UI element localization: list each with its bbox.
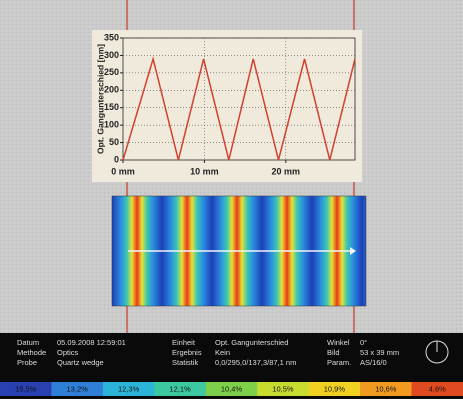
info-value: 53 x 39 mm bbox=[360, 348, 399, 357]
y-tick-label: 350 bbox=[104, 32, 119, 42]
info-value: 0,0/295,0/137,3/87,1 nm bbox=[215, 358, 296, 367]
scale-label: 12,3% bbox=[118, 384, 140, 393]
info-label: Einheit bbox=[172, 338, 196, 347]
y-tick-label: 300 bbox=[104, 50, 119, 60]
info-value: 05.09.2008 12:59:01 bbox=[57, 338, 126, 347]
scale-label: 12,1% bbox=[169, 384, 191, 393]
x-tick-label: 0 mm bbox=[111, 166, 135, 176]
y-tick-label: 100 bbox=[104, 120, 119, 130]
info-value: Optics bbox=[57, 348, 79, 357]
scale-label: 15,5% bbox=[15, 384, 37, 393]
info-value: Opt. Gangunterschied bbox=[215, 338, 288, 347]
scale-label: 13,2% bbox=[67, 384, 89, 393]
scale-label: 4,6% bbox=[429, 384, 446, 393]
info-label: Methode bbox=[17, 348, 46, 357]
info-label: Datum bbox=[17, 338, 39, 347]
y-tick-label: 200 bbox=[104, 85, 119, 95]
y-tick-label: 250 bbox=[104, 67, 119, 77]
info-label: Probe bbox=[17, 358, 37, 367]
y-tick-label: 50 bbox=[109, 137, 119, 147]
y-tick-label: 150 bbox=[104, 102, 119, 112]
info-label: Bild bbox=[327, 348, 340, 357]
info-value: 0° bbox=[360, 338, 367, 347]
scale-label: 10,6% bbox=[375, 384, 397, 393]
info-value: Kein bbox=[215, 348, 230, 357]
info-value: AS/16/0 bbox=[360, 358, 387, 367]
info-label: Ergebnis bbox=[172, 348, 202, 357]
info-label: Param. bbox=[327, 358, 351, 367]
y-axis-label: Opt. Gangunterschied [nm] bbox=[95, 44, 105, 154]
chart-panel bbox=[92, 30, 362, 182]
scale-label: 10,4% bbox=[221, 384, 243, 393]
screen: 0 50 100 150 200 250 300 350 0 mm 10 mm 20 mm Opt. … bbox=[0, 0, 463, 399]
x-tick-label: 20 mm bbox=[272, 166, 301, 176]
scale-label: 10,5% bbox=[272, 384, 294, 393]
x-tick-label: 10 mm bbox=[190, 166, 219, 176]
y-tick-label: 0 bbox=[114, 154, 119, 164]
page: 0 50 100 150 200 250 300 350 0 mm 10 mm 20 mm Opt. … bbox=[0, 0, 463, 404]
info-value: Quartz wedge bbox=[57, 358, 104, 367]
scale-label: 10,9% bbox=[324, 384, 346, 393]
info-label: Statistik bbox=[172, 358, 199, 367]
info-label: Winkel bbox=[327, 338, 350, 347]
color-scale: 15,5% 13,2% 12,3% 12,1% 10,4% 10,5% 10,9% 10,6%… bbox=[0, 382, 463, 396]
